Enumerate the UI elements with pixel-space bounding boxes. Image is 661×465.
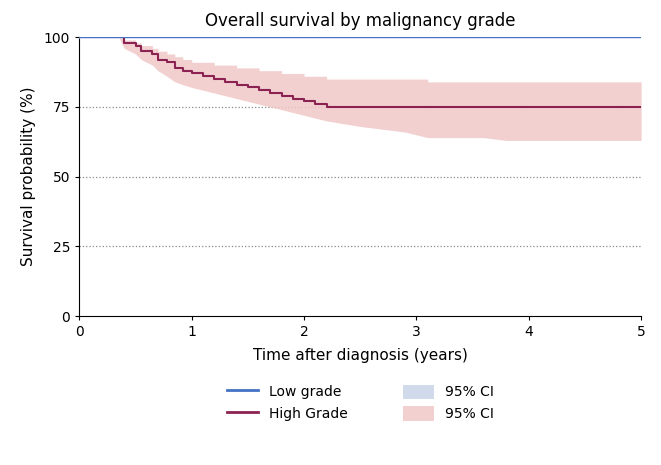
Title: Overall survival by malignancy grade: Overall survival by malignancy grade: [205, 12, 516, 30]
Legend: Low grade, High Grade, 95% CI, 95% CI: Low grade, High Grade, 95% CI, 95% CI: [227, 385, 494, 421]
X-axis label: Time after diagnosis (years): Time after diagnosis (years): [253, 347, 468, 363]
Y-axis label: Survival probability (%): Survival probability (%): [20, 87, 36, 266]
